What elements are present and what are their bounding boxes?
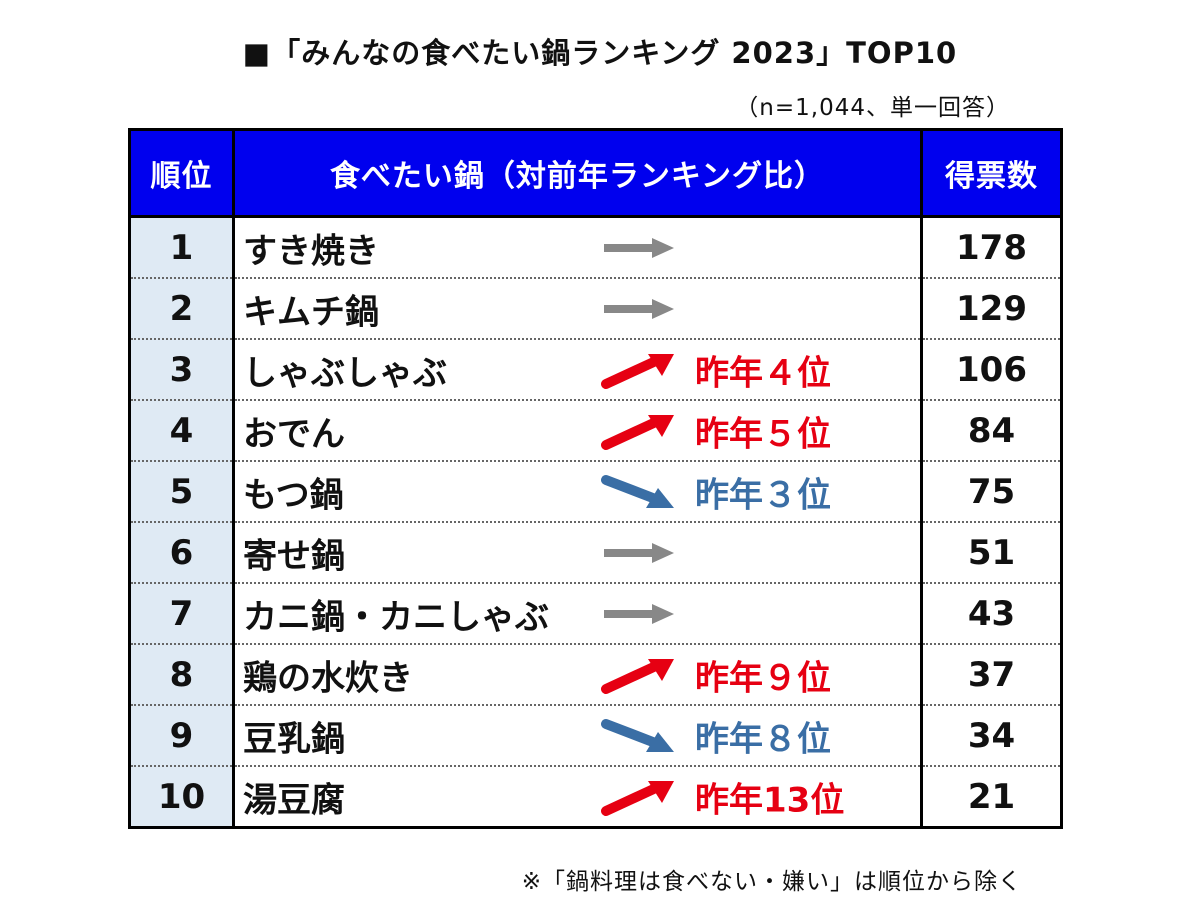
previous-rank-label: 昨年13位 bbox=[695, 780, 845, 820]
rank-cell: 4 bbox=[128, 399, 235, 461]
votes-cell: 75 bbox=[920, 460, 1063, 522]
table-row: 8 鶏の水炊き 昨年９位 37 bbox=[128, 643, 1063, 705]
header-rank: 順位 bbox=[128, 129, 235, 217]
dish-cell: しゃぶしゃぶ 昨年４位 bbox=[232, 338, 923, 400]
previous-rank-label: 昨年８位 bbox=[695, 719, 831, 759]
rank-cell: 8 bbox=[128, 643, 235, 705]
table-row: 7 カニ鍋・カニしゃぶ 43 bbox=[128, 582, 1063, 644]
rank-cell: 9 bbox=[128, 704, 235, 766]
table-row: 2 キムチ鍋 129 bbox=[128, 277, 1063, 339]
dish-name: 寄せ鍋 bbox=[243, 536, 345, 576]
table-body: 1 すき焼き 178 2 キムチ鍋 129 3 しゃぶしゃぶ 昨年４位 106 4 おでん 昨年５位 84… bbox=[128, 215, 1063, 828]
header-votes: 得票数 bbox=[920, 129, 1063, 217]
votes-cell: 21 bbox=[920, 765, 1063, 828]
table-row: 4 おでん 昨年５位 84 bbox=[128, 399, 1063, 461]
header-dish: 食べたい鍋（対前年ランキング比） bbox=[232, 129, 923, 217]
votes-cell: 51 bbox=[920, 521, 1063, 583]
table-row: 9 豆乳鍋 昨年８位 34 bbox=[128, 704, 1063, 766]
dish-cell: もつ鍋 昨年３位 bbox=[232, 460, 923, 522]
trend-up-arrow-icon bbox=[601, 414, 674, 450]
trend-up-arrow-icon bbox=[601, 780, 674, 816]
dish-cell: 湯豆腐 昨年13位 bbox=[232, 765, 923, 828]
trend-up-arrow-icon bbox=[601, 658, 674, 694]
table-row: 3 しゃぶしゃぶ 昨年４位 106 bbox=[128, 338, 1063, 400]
dish-name: もつ鍋 bbox=[243, 475, 344, 515]
rank-cell: 10 bbox=[128, 765, 235, 828]
votes-cell: 43 bbox=[920, 582, 1063, 644]
table-row: 1 すき焼き 178 bbox=[128, 215, 1063, 278]
votes-cell: 84 bbox=[920, 399, 1063, 461]
dish-name: おでん bbox=[243, 414, 345, 454]
dish-cell: キムチ鍋 bbox=[232, 277, 923, 339]
rank-cell: 6 bbox=[128, 521, 235, 583]
previous-rank-label: 昨年９位 bbox=[695, 658, 831, 698]
votes-cell: 106 bbox=[920, 338, 1063, 400]
dish-name: しゃぶしゃぶ bbox=[243, 353, 447, 393]
dish-name: キムチ鍋 bbox=[243, 292, 379, 332]
chart-subtitle: （n=1,044、単一回答） bbox=[735, 95, 1010, 121]
dish-name: 豆乳鍋 bbox=[243, 719, 345, 759]
rank-cell: 3 bbox=[128, 338, 235, 400]
dish-name: 鶏の水炊き bbox=[243, 658, 413, 698]
chart-title: ■「みんなの食べたい鍋ランキング 2023」TOP10 bbox=[242, 36, 958, 70]
votes-cell: 37 bbox=[920, 643, 1063, 705]
dish-cell: 豆乳鍋 昨年８位 bbox=[232, 704, 923, 766]
rank-cell: 1 bbox=[128, 215, 235, 278]
table-row: 10 湯豆腐 昨年13位 21 bbox=[128, 765, 1063, 828]
votes-cell: 129 bbox=[920, 277, 1063, 339]
footnote: ※「鍋料理は食べない・嫌い」は順位から除く bbox=[521, 869, 1022, 895]
trend-down-arrow-icon bbox=[601, 474, 674, 508]
previous-rank-label: 昨年５位 bbox=[695, 414, 831, 454]
rank-cell: 2 bbox=[128, 277, 235, 339]
dish-cell: 鶏の水炊き 昨年９位 bbox=[232, 643, 923, 705]
votes-cell: 178 bbox=[920, 215, 1063, 278]
previous-rank-label: 昨年３位 bbox=[695, 475, 831, 515]
trend-same-arrow-icon bbox=[604, 298, 674, 319]
rank-cell: 7 bbox=[128, 582, 235, 644]
dish-cell: カニ鍋・カニしゃぶ bbox=[232, 582, 923, 644]
trend-same-arrow-icon bbox=[604, 542, 674, 563]
dish-name: 湯豆腐 bbox=[243, 780, 345, 820]
table-row: 5 もつ鍋 昨年３位 75 bbox=[128, 460, 1063, 522]
dish-name: カニ鍋・カニしゃぶ bbox=[243, 597, 549, 637]
votes-cell: 34 bbox=[920, 704, 1063, 766]
rank-cell: 5 bbox=[128, 460, 235, 522]
dish-cell: おでん 昨年５位 bbox=[232, 399, 923, 461]
trend-up-arrow-icon bbox=[601, 353, 674, 389]
table-row: 6 寄せ鍋 51 bbox=[128, 521, 1063, 583]
dish-cell: 寄せ鍋 bbox=[232, 521, 923, 583]
ranking-table: 順位 食べたい鍋（対前年ランキング比） 得票数 1 すき焼き 178 2 キムチ鍋 129… bbox=[128, 128, 1063, 829]
trend-down-arrow-icon bbox=[601, 718, 674, 752]
header-row: 順位 食べたい鍋（対前年ランキング比） 得票数 bbox=[128, 129, 1063, 217]
dish-cell: すき焼き bbox=[232, 215, 923, 278]
previous-rank-label: 昨年４位 bbox=[695, 353, 831, 393]
trend-same-arrow-icon bbox=[604, 603, 674, 624]
dish-name: すき焼き bbox=[243, 231, 379, 271]
trend-same-arrow-icon bbox=[604, 237, 674, 258]
